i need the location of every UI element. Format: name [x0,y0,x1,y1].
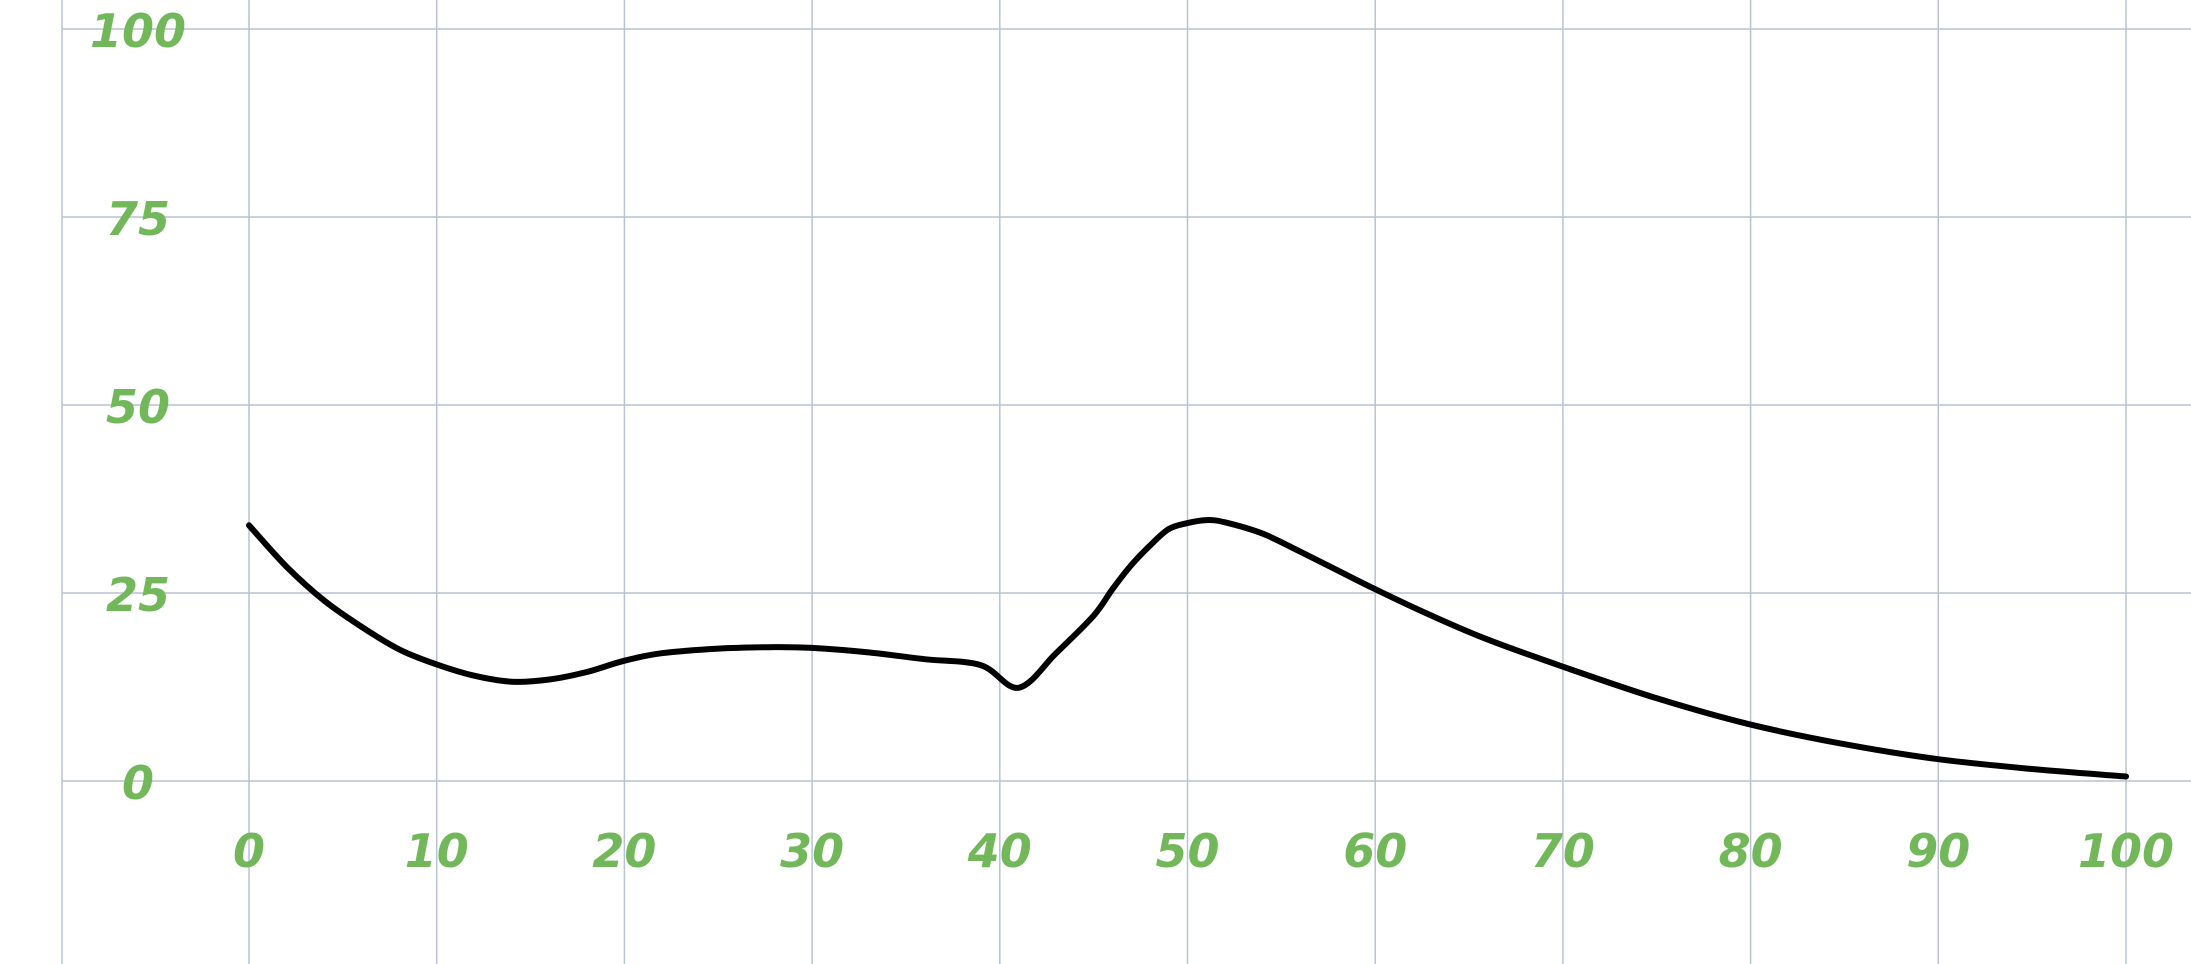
x-tick-label: 70 [1531,824,1595,878]
x-axis-tick-labels: 0 10 20 30 40 50 60 70 80 90 100 [233,824,2174,878]
x-tick-label: 10 [405,824,469,878]
series-lines [246,517,2129,780]
x-tick-label: 100 [2078,824,2174,878]
series-line [246,517,2129,780]
x-tick-label: 80 [1719,824,1783,878]
x-tick-label: 90 [1906,824,1970,878]
x-tick-label: 0 [233,824,265,878]
x-tick-label: 20 [592,824,656,878]
y-axis-tick-labels: 0 25 50 75 100 [90,4,186,810]
y-tick-label: 25 [106,568,170,622]
y-tick-label: 50 [106,380,170,434]
x-tick-label: 40 [967,824,1032,878]
y-tick-label: 0 [122,756,154,810]
x-tick-label: 50 [1155,824,1219,878]
x-tick-label: 60 [1343,824,1407,878]
x-tick-label: 30 [780,824,844,878]
y-tick-label: 100 [90,4,186,58]
grid-lines [61,0,2191,964]
y-tick-label: 75 [106,192,170,246]
